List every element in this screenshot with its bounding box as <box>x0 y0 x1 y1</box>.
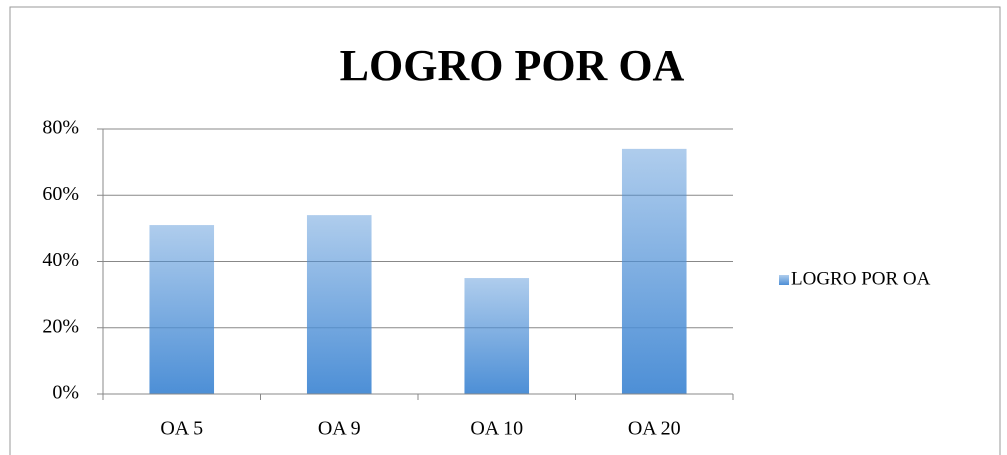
bar <box>149 225 215 394</box>
x-tick-label: OA 5 <box>160 418 203 440</box>
y-tick-label: 0% <box>52 382 79 404</box>
x-tick-label: OA 10 <box>470 418 523 440</box>
legend-swatch <box>779 275 789 285</box>
legend-label: LOGRO POR OA <box>791 268 931 289</box>
y-tick-label: 60% <box>42 183 79 205</box>
chart-title: LOGRO POR OA <box>340 41 685 90</box>
bar <box>464 278 530 394</box>
bar <box>621 148 687 394</box>
bar <box>306 215 372 394</box>
y-tick-label: 80% <box>42 117 79 139</box>
x-tick-label: OA 20 <box>628 418 681 440</box>
y-tick-label: 20% <box>42 315 79 337</box>
x-tick-label: OA 9 <box>318 418 361 440</box>
y-tick-label: 40% <box>42 249 79 271</box>
